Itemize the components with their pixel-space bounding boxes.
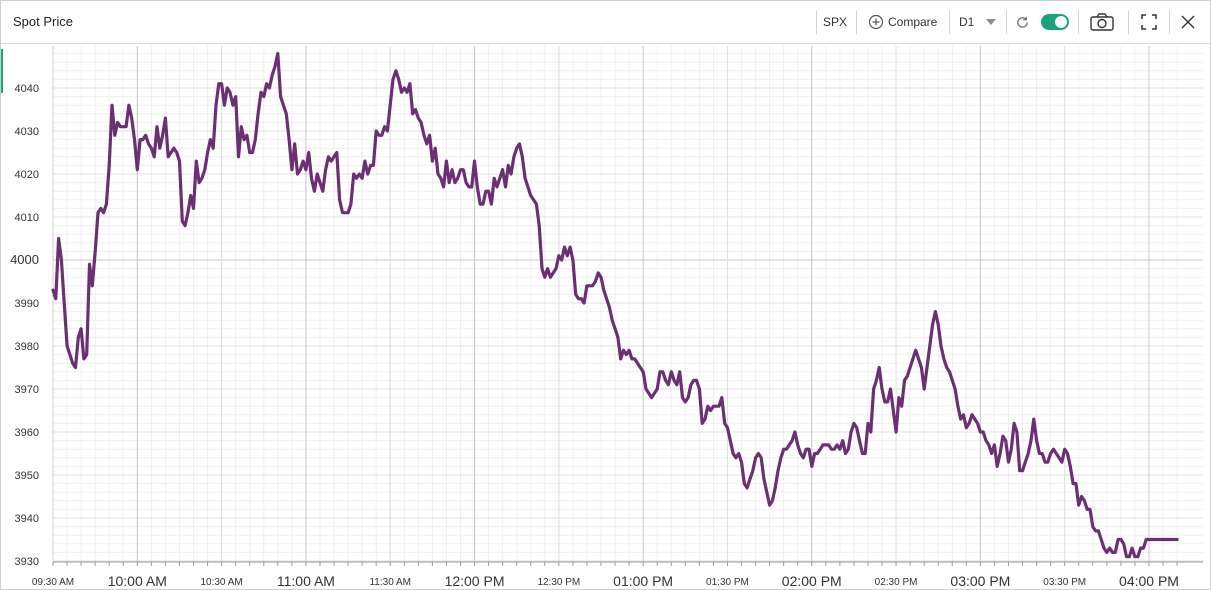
x-tick-label: 04:00 PM: [1119, 573, 1179, 589]
screenshot-button[interactable]: [1090, 1, 1114, 43]
price-chart: 4040 4030 4020 4010 4000 3990 3980 3970 3960 3950…: [10, 46, 1203, 589]
x-tick-label: 09:30 AM: [32, 577, 74, 588]
x-tick-label: 12:00 PM: [445, 573, 505, 589]
close-button[interactable]: [1181, 1, 1195, 43]
x-tick-label: 10:00 AM: [108, 573, 167, 589]
period-label: D1: [959, 15, 975, 29]
y-tick-label: 3960: [15, 427, 39, 439]
x-tick-label: 03:00 PM: [950, 573, 1010, 589]
y-tick-label: 4010: [15, 212, 39, 224]
fullscreen-button[interactable]: [1141, 1, 1157, 43]
y-tick-label: 4040: [15, 83, 39, 95]
divider: [949, 10, 950, 34]
price-series-line: [51, 52, 1179, 559]
y-tick-label: 4000: [10, 252, 39, 267]
y-tick-label: 3940: [15, 513, 39, 525]
x-tick-label: 12:30 PM: [537, 577, 580, 588]
divider: [816, 10, 817, 34]
x-tick-label: 11:00 AM: [277, 573, 335, 589]
y-tick-label: 4030: [15, 126, 39, 138]
y-tick-label: 3990: [15, 298, 39, 310]
y-tick-label: 4020: [15, 169, 39, 181]
plot-area: [53, 46, 1203, 562]
refresh-icon: [1015, 15, 1030, 30]
y-tick-label: 3970: [15, 384, 39, 396]
y-tick-label: 3950: [15, 470, 39, 482]
refresh-button[interactable]: [1015, 1, 1030, 43]
y-tick-label: 3930: [15, 556, 39, 568]
divider: [856, 10, 857, 34]
x-tick-label: 10:30 AM: [200, 577, 242, 588]
compare-label: Compare: [888, 15, 938, 29]
window-title: Spot Price: [13, 14, 73, 29]
window-header: Spot Price SPX Compare D1: [1, 1, 1210, 44]
camera-icon: [1090, 13, 1114, 31]
symbol-selector[interactable]: SPX: [823, 1, 847, 43]
x-tick-label: 02:00 PM: [782, 573, 842, 589]
plus-circle-icon: [868, 14, 884, 30]
toggle-switch[interactable]: [1041, 14, 1069, 30]
period-dropdown[interactable]: D1: [959, 1, 997, 43]
x-tick-label: 02:30 PM: [875, 577, 918, 588]
auto-refresh-toggle[interactable]: [1041, 1, 1069, 43]
x-tick-label: 01:30 PM: [706, 577, 749, 588]
compare-button[interactable]: Compare: [868, 1, 937, 43]
divider: [1006, 10, 1007, 34]
divider: [1078, 10, 1079, 34]
close-icon: [1181, 15, 1195, 29]
x-tick-label: 01:00 PM: [613, 573, 673, 589]
x-tick-label: 11:30 AM: [369, 577, 411, 588]
symbol-label: SPX: [823, 15, 848, 29]
divider: [1128, 10, 1129, 34]
y-tick-label: 3980: [15, 341, 39, 353]
expand-icon: [1141, 14, 1157, 30]
chevron-down-icon: [986, 19, 997, 25]
x-tick-label: 03:30 PM: [1043, 577, 1086, 588]
accent-bar: [1, 49, 3, 93]
divider: [1169, 10, 1170, 34]
